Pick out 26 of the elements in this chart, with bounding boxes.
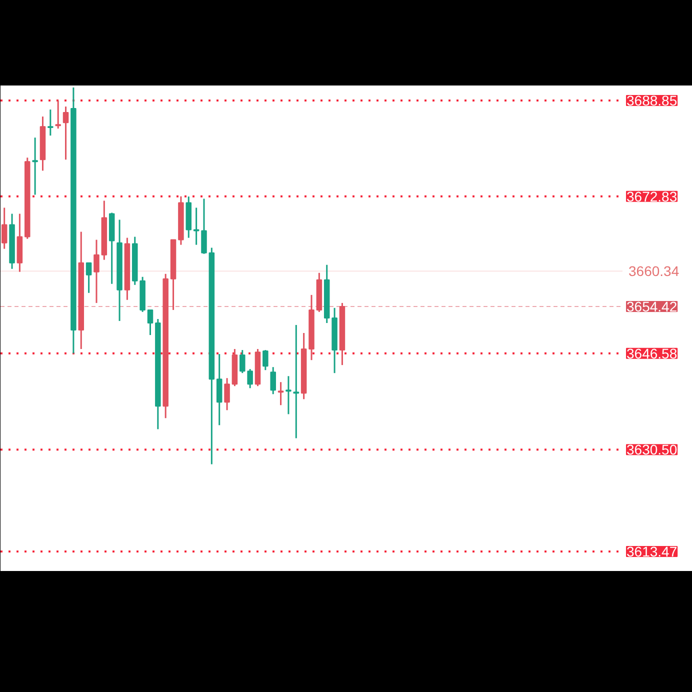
candlestick — [32, 136, 38, 196]
candlestick — [62, 106, 69, 160]
ref-line-label: 3613.47 — [626, 543, 678, 560]
ref-line-label: 3688.85 — [626, 92, 678, 109]
candlestick — [147, 309, 154, 336]
candlestick — [216, 353, 222, 426]
candlestick — [55, 100, 61, 130]
ref-line-label: 3646.58 — [626, 345, 678, 362]
candlestick — [270, 366, 276, 395]
candlestick — [278, 381, 284, 406]
candlestick — [262, 349, 268, 371]
candlestick — [1, 206, 8, 250]
candlestick — [94, 239, 100, 304]
ref-line-label: 3654.42 — [626, 298, 678, 314]
candlestick — [86, 262, 92, 294]
ref-line-label: 3672.83 — [626, 188, 678, 204]
ref-line-label: 3630.50 — [626, 442, 678, 458]
candlestick — [201, 198, 207, 255]
ref-line-label: 3660.34 — [628, 263, 680, 280]
candlestick — [293, 324, 300, 439]
candlestick — [193, 206, 200, 246]
candlestick — [247, 368, 253, 389]
candlestick — [48, 108, 54, 136]
candlestick — [240, 349, 246, 374]
candlestick — [224, 377, 230, 411]
candlestick — [286, 375, 292, 415]
